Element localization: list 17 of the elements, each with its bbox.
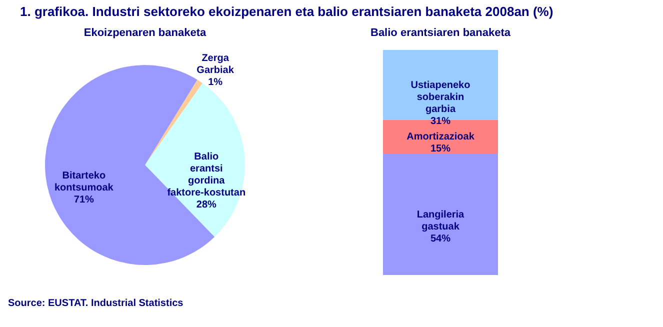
slice-label: Zerga Garbiak [196, 53, 234, 76]
series-label: Amortizazioak [406, 132, 475, 143]
data-label: 1% [208, 77, 223, 88]
data-label: 31% [430, 116, 451, 127]
pie-slice [145, 83, 245, 237]
chart-subtitle: Ekoizpenaren banaketa [84, 27, 208, 39]
chart-title: Balio erantsiaren banaketa [370, 27, 512, 39]
data-label: 28% [196, 199, 216, 210]
source-note: Source: EUSTAT. Industrial Statistics [8, 298, 184, 309]
data-label: 54% [430, 233, 451, 244]
text: 1. grafikoa. Industri sektoreko ekoizpenaren eta balio erantsiaren banaketa 2008an (%) [20, 4, 554, 19]
slice-label: Balio erantsi gordina faktore-kostutan [167, 151, 246, 198]
data-label: 71% [74, 194, 94, 206]
series-label: Langileria gastuak [416, 209, 465, 232]
data-label: 15% [430, 144, 451, 155]
series-label: Ustiapeneko soberakin garbia [410, 80, 470, 115]
slice-label: Bitarteko kontsumoak [54, 170, 114, 194]
